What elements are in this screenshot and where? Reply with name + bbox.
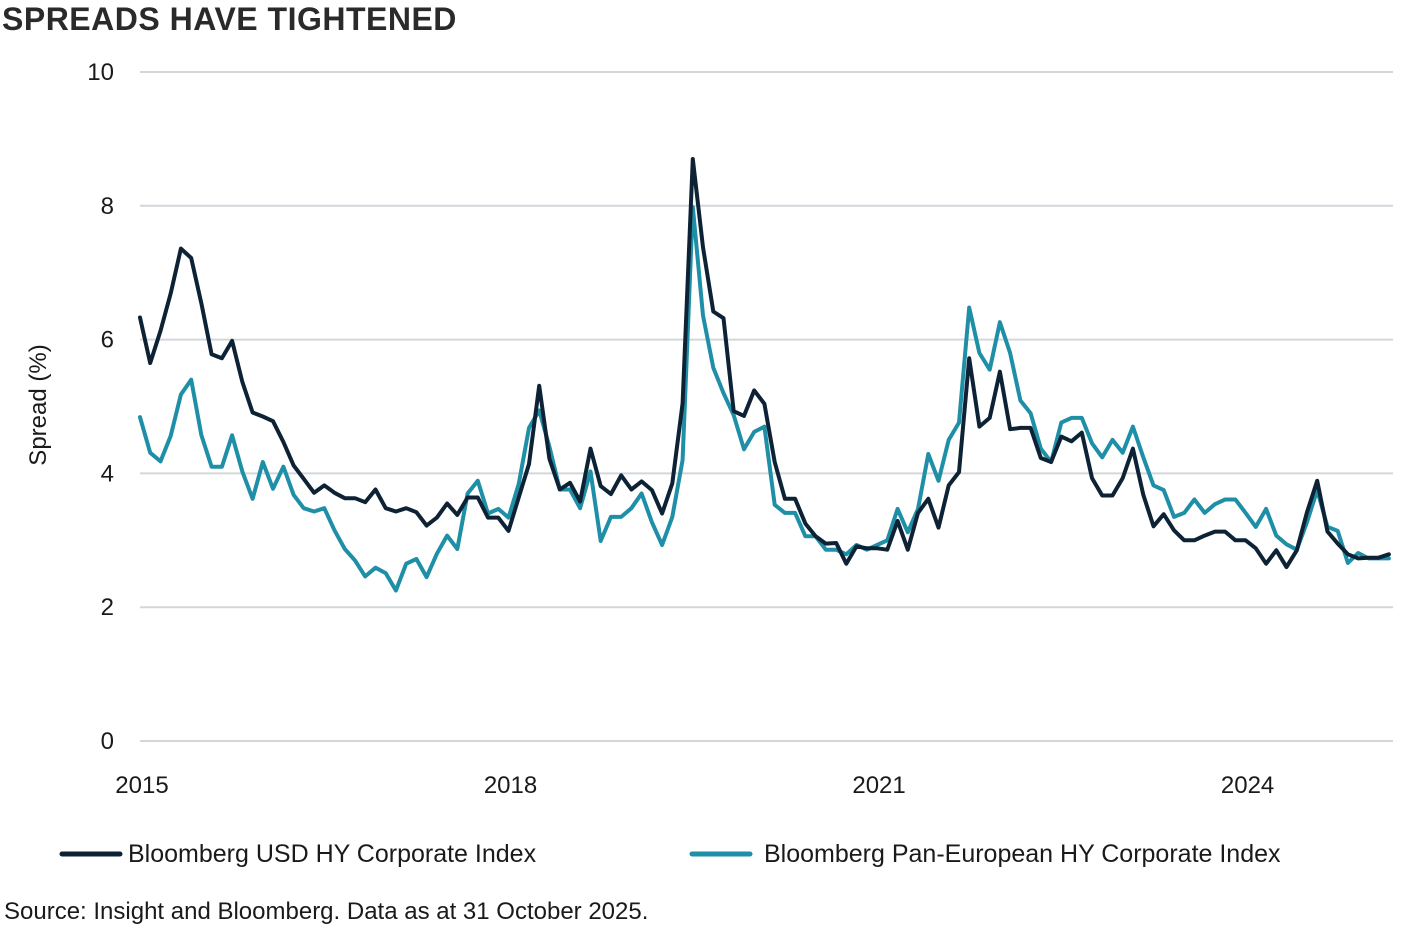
y-tick-label: 10 [87, 59, 114, 86]
y-tick-label: 6 [101, 327, 114, 354]
x-axis-ticks: 2015 2018 2021 2024 [115, 772, 1274, 799]
y-tick-label: 4 [101, 460, 114, 487]
chart-title: SPREADS HAVE TIGHTENED [2, 1, 457, 37]
y-tick-label: 0 [101, 728, 114, 755]
x-tick-label: 2021 [852, 772, 905, 799]
series-line-pan-european-hy [138, 205, 1391, 593]
series-lines [138, 157, 1391, 593]
series-line-usd-hy [138, 157, 1391, 570]
legend-label: Bloomberg Pan-European HY Corporate Inde… [764, 840, 1281, 868]
y-tick-label: 2 [101, 594, 114, 621]
gridlines [140, 71, 1393, 742]
legend: Bloomberg USD HY Corporate Index Bloomber… [59, 840, 1281, 868]
legend-label: Bloomberg USD HY Corporate Index [128, 840, 537, 868]
y-axis-label: Spread (%) [25, 344, 52, 465]
x-tick-label: 2018 [484, 772, 537, 799]
source-note: Source: Insight and Bloomberg. Data as a… [4, 898, 649, 925]
x-tick-label: 2024 [1221, 772, 1274, 799]
y-tick-label: 8 [101, 193, 114, 220]
x-tick-label: 2015 [115, 772, 168, 799]
y-axis-ticks: 0 2 4 6 8 10 [87, 59, 114, 755]
